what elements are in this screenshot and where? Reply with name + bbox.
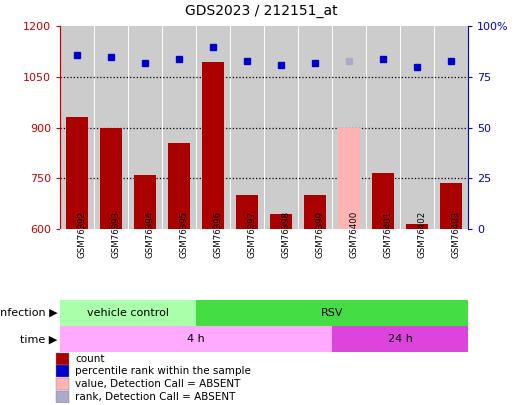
Text: GSM76396: GSM76396 [213, 211, 222, 258]
Bar [60, 300, 196, 326]
Bar [406, 224, 428, 229]
Bar [56, 378, 69, 390]
Bar [440, 183, 462, 229]
Bar [196, 300, 468, 326]
Bar [134, 175, 156, 229]
Text: GSM76397: GSM76397 [247, 211, 256, 258]
Bar [304, 195, 326, 229]
Bar [202, 62, 224, 229]
Text: GSM76403: GSM76403 [451, 211, 460, 258]
Text: value, Detection Call = ABSENT: value, Detection Call = ABSENT [75, 379, 241, 389]
Text: GSM76392: GSM76392 [77, 211, 86, 258]
Bar [56, 390, 69, 403]
Text: count: count [75, 354, 105, 364]
Text: 4 h: 4 h [187, 334, 205, 344]
Text: 24 h: 24 h [388, 334, 413, 344]
Text: RSV: RSV [321, 308, 344, 318]
Text: vehicle control: vehicle control [87, 308, 169, 318]
Text: GDS2023 / 212151_at: GDS2023 / 212151_at [185, 4, 338, 18]
Bar [168, 143, 190, 229]
Text: GSM76393: GSM76393 [111, 211, 120, 258]
Text: infection ▶: infection ▶ [0, 308, 58, 318]
Bar [100, 128, 122, 229]
Bar [56, 365, 69, 377]
Text: GSM76401: GSM76401 [383, 211, 392, 258]
Text: GSM76400: GSM76400 [349, 211, 358, 258]
Bar [332, 326, 468, 352]
Bar [66, 117, 88, 229]
Bar [372, 173, 394, 229]
Text: GSM76395: GSM76395 [179, 211, 188, 258]
Text: time ▶: time ▶ [20, 334, 58, 344]
Text: GSM76394: GSM76394 [145, 211, 154, 258]
Text: GSM76399: GSM76399 [315, 211, 324, 258]
Text: GSM76398: GSM76398 [281, 211, 290, 258]
Bar [60, 326, 332, 352]
Bar [338, 128, 360, 229]
Text: percentile rank within the sample: percentile rank within the sample [75, 367, 251, 376]
Text: rank, Detection Call = ABSENT: rank, Detection Call = ABSENT [75, 392, 235, 402]
Text: GSM76402: GSM76402 [417, 211, 426, 258]
Bar [236, 195, 258, 229]
Bar [56, 353, 69, 365]
Bar [270, 214, 292, 229]
